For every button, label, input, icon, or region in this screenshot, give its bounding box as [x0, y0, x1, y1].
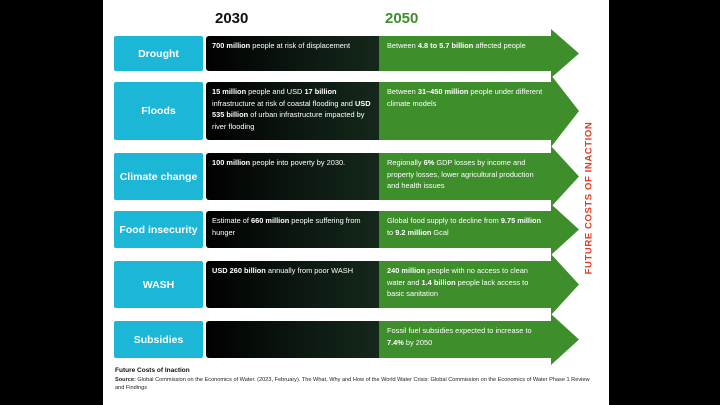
cell-2030: Estimate of 660 million people suffering… — [206, 211, 379, 248]
arrow-polygon — [379, 29, 579, 78]
bold-value: 9.2 million — [395, 227, 432, 237]
arrow-polygon — [379, 75, 579, 147]
arrow-polygon — [379, 204, 579, 255]
row-subsidies: Subsidies Fossil fuel subsidies expected … — [103, 314, 609, 365]
text-run: Fossil fuel subsidies expected to increa… — [387, 326, 532, 335]
category-label: Floods — [114, 82, 203, 140]
row-drought: Drought 700 million people at risk of dis… — [103, 29, 609, 78]
cell-2050-text: Between 4.8 to 5.7 billion affected peop… — [387, 40, 547, 52]
footer-source: Source: Global Commission on the Economi… — [115, 377, 595, 392]
arrow-shape — [379, 75, 579, 147]
category-label: Drought — [114, 36, 203, 71]
text-run: affected people — [473, 41, 526, 50]
cell-2050-arrow: Fossil fuel subsidies expected to increa… — [379, 314, 579, 365]
arrow-shape — [379, 146, 579, 207]
cell-2030: USD 260 billion annually from poor WASH — [206, 261, 379, 308]
cell-2050-arrow: 240 million people with no access to cle… — [379, 254, 579, 315]
bold-value: 100 million — [212, 158, 251, 167]
header-2050: 2050 — [385, 10, 419, 27]
cell-2050-text: Regionally 6% GDP losses by income and p… — [387, 157, 547, 192]
text-run: Estimate of — [212, 216, 252, 225]
text-run: Regionally — [387, 158, 424, 167]
text-run: Between — [387, 87, 418, 96]
side-label-text: FUTURE COSTS OF INACTION — [583, 121, 595, 275]
row-wash: WASH USD 260 billion annually from poor W… — [103, 254, 609, 315]
cell-2030 — [206, 321, 379, 358]
bold-value: 700 million — [212, 41, 251, 50]
arrow-shape — [379, 254, 579, 315]
text-run: infrastructure at risk of coastal floodi… — [212, 98, 355, 108]
bold-value: 15 million — [212, 87, 247, 96]
arrow-shape — [379, 314, 579, 365]
bold-value: USD 535 billion — [212, 98, 371, 120]
row-climate-change: Climate change 100 million people into po… — [103, 146, 609, 207]
footer-source-text: Global Commission on the Economics of Wa… — [115, 377, 590, 391]
bold-value: 1.4 billion — [421, 277, 456, 287]
bold-value: USD 260 billion — [212, 266, 266, 275]
text-run: by 2050 — [403, 337, 433, 347]
bold-value: 660 million — [251, 216, 290, 225]
bold-value: 7.4% — [387, 337, 404, 347]
header-2030: 2030 — [215, 10, 249, 27]
arrow-shape — [379, 29, 579, 78]
bold-value: 4.8 to 5.7 billion — [417, 41, 474, 50]
cell-2030: 15 million people and USD 17 billion inf… — [206, 82, 379, 140]
cell-2050-text: Between 31–450 million people under diff… — [387, 86, 547, 109]
bold-value: 240 million — [387, 266, 426, 275]
text-run: Between — [387, 41, 418, 50]
bold-value: 17 billion — [304, 87, 337, 96]
cell-2050-text: Global food supply to decline from 9.75 … — [387, 215, 547, 238]
cell-2050-arrow: Regionally 6% GDP losses by income and p… — [379, 146, 579, 207]
arrow-polygon — [379, 254, 579, 315]
category-label: Food insecurity — [114, 211, 203, 248]
text-run: to — [387, 227, 396, 237]
category-label: WASH — [114, 261, 203, 308]
cell-2030: 700 million people at risk of displaceme… — [206, 36, 379, 71]
text-run: people suffering from hunger — [212, 216, 361, 237]
side-label: FUTURE COSTS OF INACTION — [581, 118, 597, 278]
text-run: people under different climate models — [387, 87, 543, 108]
cell-2050-arrow: Between 4.8 to 5.7 billion affected peop… — [379, 29, 579, 78]
text-run: people and USD — [246, 87, 305, 96]
text-run: of urban infrastructure impacted by rive… — [212, 110, 365, 131]
cell-2050-arrow: Global food supply to decline from 9.75 … — [379, 204, 579, 255]
text-run: people lack access to basic sanitation — [387, 277, 529, 299]
arrow-shape — [379, 204, 579, 255]
text-run: people with no access to clean water and — [387, 266, 528, 287]
category-label: Climate change — [114, 153, 203, 200]
footer-source-label: Source: — [115, 377, 136, 383]
cell-2050-arrow: Between 31–450 million people under diff… — [379, 75, 579, 147]
bold-value: 9.75 million — [500, 216, 542, 225]
text-run: GDP losses by income and property losses… — [387, 158, 534, 190]
cell-2030: 100 million people into poverty by 2030. — [206, 153, 379, 200]
row-food-insecurity: Food insecurity Estimate of 660 million p… — [103, 204, 609, 255]
slide: 2030 2050 Drought 700 million people at r… — [103, 0, 609, 405]
arrow-polygon — [379, 314, 579, 365]
text-run: annually from poor WASH — [265, 266, 354, 275]
bold-value: 31–450 million — [417, 87, 469, 96]
bold-value: 6% — [423, 158, 435, 167]
text-run: people into poverty by 2030. — [250, 158, 346, 167]
category-label: Subsidies — [114, 321, 203, 358]
text-run: Global food supply to decline from — [387, 216, 501, 225]
text-run: Gcal — [431, 227, 449, 237]
text-run: people at risk of displacement — [250, 41, 351, 50]
row-floods: Floods 15 million people and USD 17 billi… — [103, 75, 609, 147]
arrow-polygon — [379, 146, 579, 207]
cell-2050-text: 240 million people with no access to cle… — [387, 265, 547, 300]
cell-2050-text: Fossil fuel subsidies expected to increa… — [387, 325, 547, 348]
footer-title: Future Costs of Inaction — [115, 367, 190, 374]
